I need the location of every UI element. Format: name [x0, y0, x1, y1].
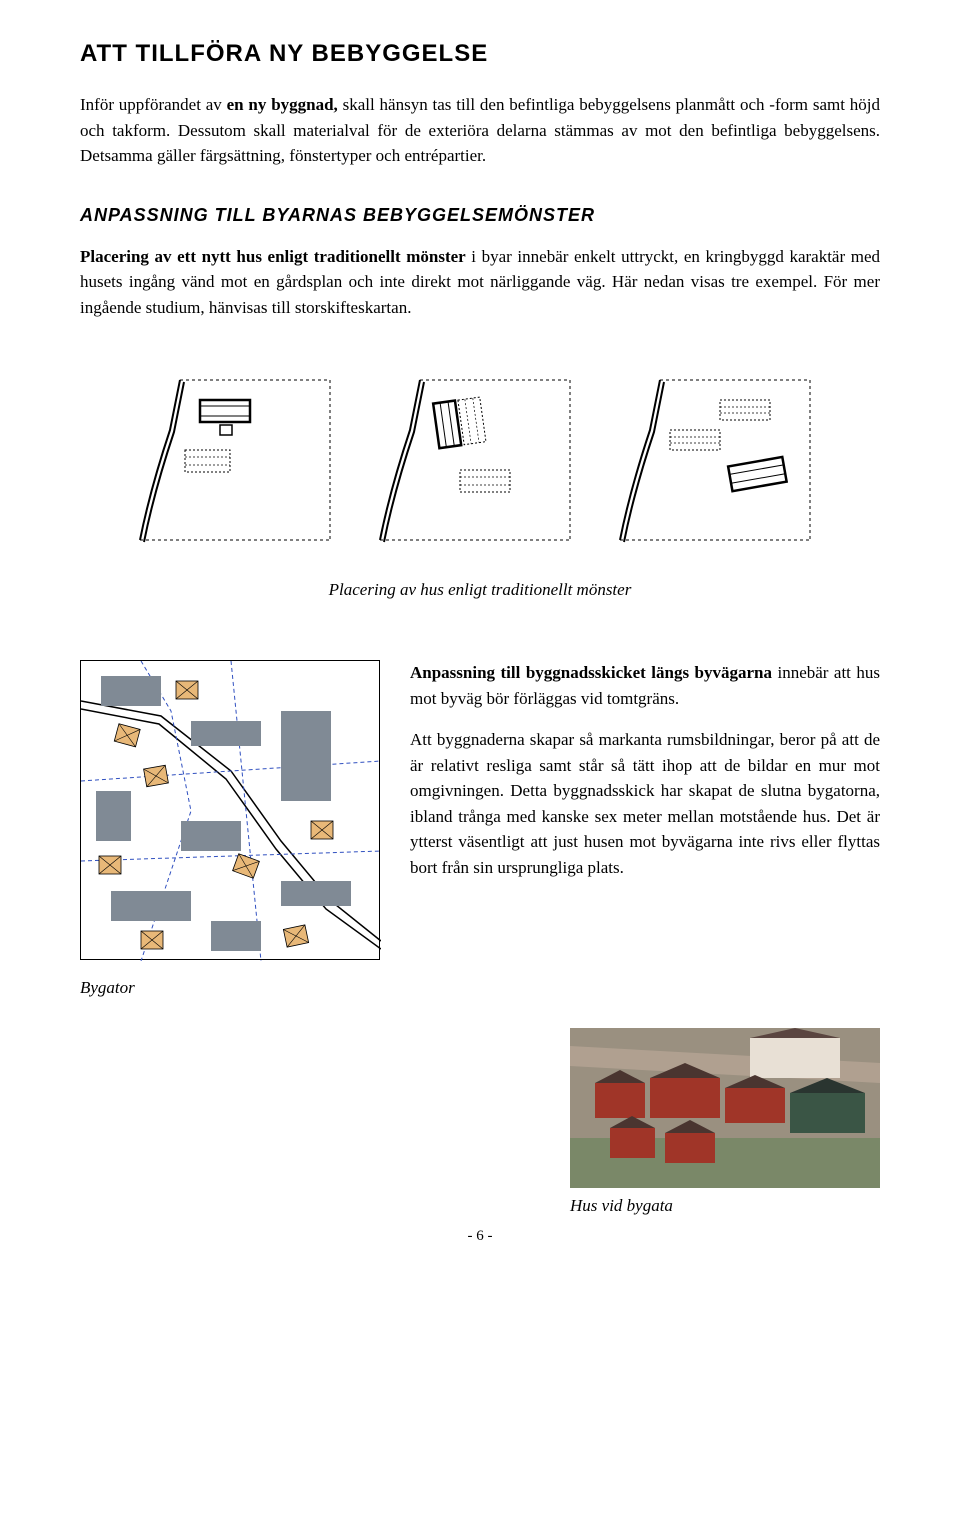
- diagram-1: [130, 370, 350, 550]
- section2-p2: Att byggnaderna skapar så markanta rumsb…: [410, 727, 880, 880]
- diagram-caption: Placering av hus enligt traditionellt mö…: [80, 580, 880, 600]
- plot-diagram-icon: [610, 370, 830, 550]
- intro-text-prefix: Inför uppförandet av: [80, 95, 227, 114]
- intro-paragraph: Inför uppförandet av en ny byggnad, skal…: [80, 92, 880, 169]
- bygator-map-icon: [81, 661, 381, 961]
- section2-p1-bold: Anpassning till byggnadsskicket längs by…: [410, 663, 772, 682]
- diagram-3: [610, 370, 830, 550]
- left-column: [80, 660, 380, 960]
- section1-bold: Placering av ett nytt hus enligt traditi…: [80, 247, 466, 266]
- map-illustration: [80, 660, 380, 960]
- photo-caption: Hus vid bygata: [570, 1196, 880, 1216]
- photo-hus-vid-bygata: [570, 1028, 880, 1188]
- page-number: - 6 -: [80, 1228, 880, 1245]
- right-column: Anpassning till byggnadsskicket längs by…: [410, 660, 880, 960]
- photo-container: Hus vid bygata: [570, 1028, 880, 1216]
- photo-section: Hus vid bygata: [80, 1028, 880, 1216]
- two-column-section: Anpassning till byggnadsskicket längs by…: [80, 660, 880, 960]
- plot-diagram-icon: [370, 370, 590, 550]
- diagram-row: [80, 370, 880, 550]
- page-title: ATT TILLFÖRA NY BEBYGGELSE: [80, 40, 880, 68]
- section2-p1: Anpassning till byggnadsskicket längs by…: [410, 660, 880, 711]
- map-caption: Bygator: [80, 978, 880, 998]
- aerial-photo-icon: [570, 1028, 880, 1188]
- diagram-2: [370, 370, 590, 550]
- intro-text-bold: en ny byggnad,: [227, 95, 338, 114]
- section1-paragraph: Placering av ett nytt hus enligt traditi…: [80, 244, 880, 321]
- section-heading-anpassning: ANPASSNING TILL BYARNAS BEBYGGELSEMÖNSTE…: [80, 205, 880, 226]
- plot-diagram-icon: [130, 370, 350, 550]
